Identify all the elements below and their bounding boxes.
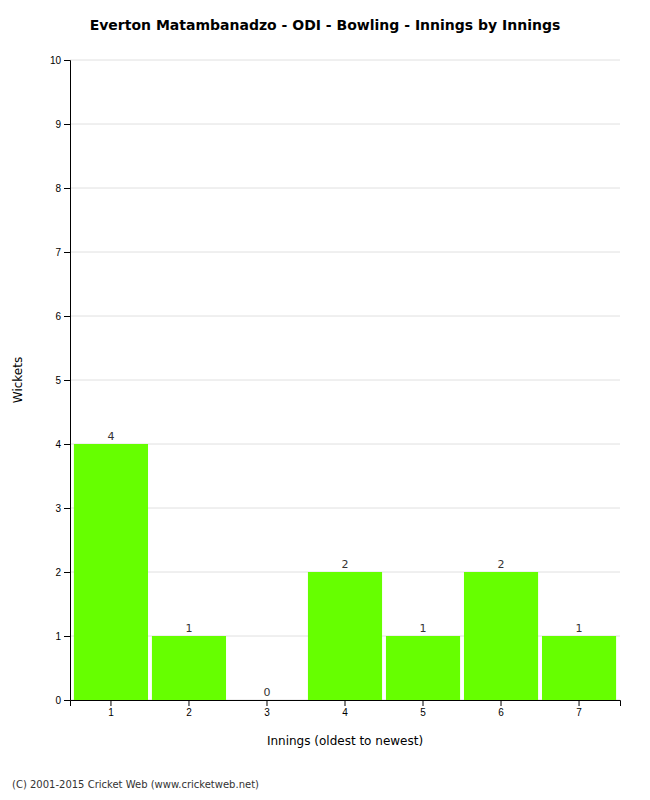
bar bbox=[464, 572, 538, 700]
bar bbox=[542, 636, 616, 700]
y-tick: 9 bbox=[55, 119, 70, 130]
y-axis-line bbox=[64, 61, 71, 701]
x-tick-mark bbox=[423, 700, 424, 706]
x-tick-label: 3 bbox=[264, 707, 270, 718]
y-tick-label: 0 bbox=[55, 695, 61, 706]
y-tick-mark bbox=[64, 700, 70, 701]
y-tick-label: 10 bbox=[50, 55, 62, 66]
grid-line bbox=[70, 60, 620, 61]
x-tick: 7 bbox=[576, 700, 582, 718]
y-axis-label: Wickets bbox=[11, 357, 25, 403]
x-tick-label: 1 bbox=[108, 707, 114, 718]
grid bbox=[70, 60, 620, 700]
data-label: 0 bbox=[263, 686, 270, 699]
x-tick: 4 bbox=[342, 700, 348, 718]
x-tick-mark bbox=[579, 700, 580, 706]
y-tick-label: 4 bbox=[55, 439, 61, 450]
y-tick-mark bbox=[64, 380, 70, 381]
y-tick: 5 bbox=[55, 375, 70, 386]
y-tick-label: 6 bbox=[55, 311, 61, 322]
footer: (C) 2001-2015 Cricket Web (www.cricketwe… bbox=[12, 779, 259, 790]
data-label: 4 bbox=[107, 430, 114, 443]
y-tick-label: 5 bbox=[55, 375, 61, 386]
grid-line bbox=[70, 380, 620, 381]
bar bbox=[152, 636, 226, 700]
bar bbox=[308, 572, 382, 700]
y-tick: 3 bbox=[55, 503, 70, 514]
x-tick-mark bbox=[501, 700, 502, 706]
grid-line bbox=[70, 124, 620, 125]
grid-line bbox=[70, 188, 620, 189]
x-axis-label: Innings (oldest to newest) bbox=[267, 734, 423, 748]
y-axis: 0 1 2 3 4 5 6 7 8 9 10 bbox=[50, 55, 71, 706]
x-tick-mark bbox=[188, 700, 189, 706]
x-tick: 3 bbox=[264, 700, 270, 718]
grid-line bbox=[70, 508, 620, 509]
x-tick-mark bbox=[266, 700, 267, 706]
y-tick-mark bbox=[64, 60, 70, 61]
chart-svg: 01234567891012345674102121Everton Matamb… bbox=[0, 0, 650, 800]
data-label: 2 bbox=[498, 558, 505, 571]
bar bbox=[386, 636, 460, 700]
plot-area: 01234567891012345674102121 bbox=[50, 55, 621, 718]
y-tick-mark bbox=[64, 252, 70, 253]
y-tick-mark bbox=[64, 188, 70, 189]
x-tick-mark bbox=[345, 700, 346, 706]
x-tick-label: 5 bbox=[420, 707, 426, 718]
y-tick: 2 bbox=[55, 567, 70, 578]
x-tick: 1 bbox=[108, 700, 114, 718]
bar bbox=[230, 700, 304, 701]
y-tick-mark bbox=[64, 636, 70, 637]
x-tick-label: 2 bbox=[186, 707, 192, 718]
data-label: 1 bbox=[185, 622, 192, 635]
y-tick-label: 8 bbox=[55, 183, 61, 194]
x-tick-mark bbox=[110, 700, 111, 706]
data-label: 1 bbox=[420, 622, 427, 635]
grid-line bbox=[70, 444, 620, 445]
x-tick-label: 4 bbox=[342, 707, 348, 718]
y-tick-label: 2 bbox=[55, 567, 61, 578]
x-axis: 1 2 3 4 5 6 7 bbox=[71, 700, 621, 718]
y-tick-mark bbox=[64, 316, 70, 317]
bar bbox=[74, 444, 148, 700]
x-tick: 6 bbox=[498, 700, 504, 718]
x-axis-line bbox=[71, 701, 621, 707]
data-label: 2 bbox=[342, 558, 349, 571]
title: Everton Matambanadzo - ODI - Bowling - I… bbox=[90, 17, 561, 33]
y-tick-label: 7 bbox=[55, 247, 61, 258]
x-tick: 2 bbox=[186, 700, 192, 718]
y-tick: 1 bbox=[55, 631, 70, 642]
y-tick-mark bbox=[64, 124, 70, 125]
data-label: 1 bbox=[576, 622, 583, 635]
y-tick-label: 1 bbox=[55, 631, 61, 642]
y-tick: 0 bbox=[55, 695, 70, 706]
y-tick-mark bbox=[64, 444, 70, 445]
y-tick-mark bbox=[64, 508, 70, 509]
x-tick: 5 bbox=[420, 700, 426, 718]
chart-container: 01234567891012345674102121Everton Matamb… bbox=[0, 0, 650, 800]
grid-line bbox=[70, 316, 620, 317]
y-tick: 4 bbox=[55, 439, 70, 450]
x-tick-label: 6 bbox=[498, 707, 504, 718]
y-tick: 6 bbox=[55, 311, 70, 322]
bars bbox=[74, 444, 616, 700]
grid-line bbox=[70, 252, 620, 253]
y-tick-mark bbox=[64, 572, 70, 573]
y-tick: 7 bbox=[55, 247, 70, 258]
y-tick: 10 bbox=[50, 55, 70, 66]
x-tick-label: 7 bbox=[576, 707, 582, 718]
data-labels: 4 1 0 2 1 2 1 bbox=[107, 430, 582, 699]
y-tick-label: 9 bbox=[55, 119, 61, 130]
y-tick-label: 3 bbox=[55, 503, 61, 514]
y-tick: 8 bbox=[55, 183, 70, 194]
